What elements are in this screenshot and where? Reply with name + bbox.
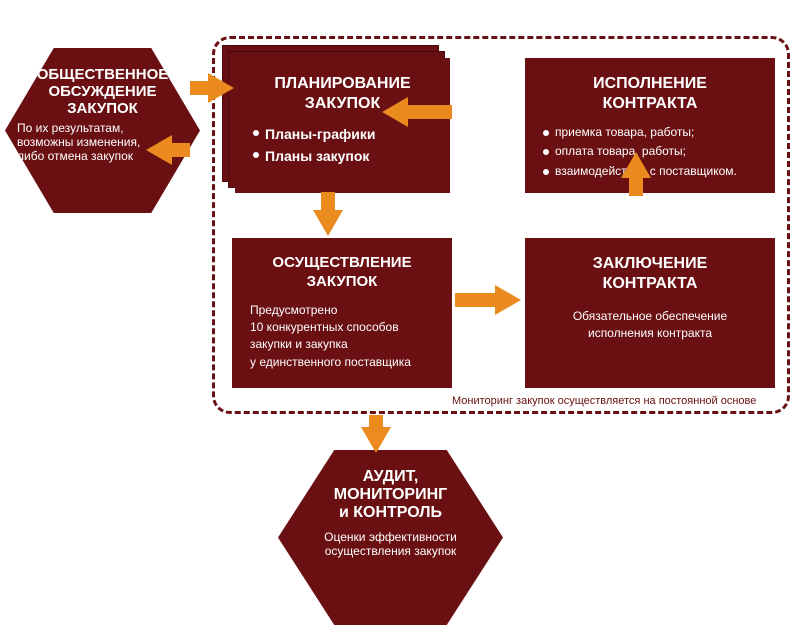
hex-body-line: Оценки эффективности (290, 530, 491, 544)
box-title-line: ПЛАНИРОВАНИЕ (253, 74, 432, 94)
arrow-frame-to-audit (361, 415, 391, 453)
box-body-line: Обязательное обеспечение (543, 308, 757, 325)
bullet-text: приемка товара, работы; (555, 124, 694, 141)
hex-audit-monitoring-control: АУДИТ, МОНИТОРИНГ и КОНТРОЛЬ Оценки эффе… (278, 450, 503, 625)
box-body-line: исполнения контракта (543, 325, 757, 342)
box-title-line: КОНТРАКТА (543, 274, 757, 294)
arrow-exec-to-plan (382, 97, 452, 127)
bullet-dot-icon (253, 152, 259, 158)
hex-body-line: осуществления закупок (290, 544, 491, 558)
bullet-dot-icon (543, 149, 549, 155)
hex-title-line: ОБСУЖДЕНИЕ (17, 83, 188, 100)
bullet-dot-icon (543, 130, 549, 136)
arrow-concl-to-exec (621, 152, 651, 196)
box-body-line: закупки и закупка (250, 336, 434, 353)
bullet-text: Планы закупок (265, 146, 369, 166)
bullet-dot-icon (253, 130, 259, 136)
hex-title-line: МОНИТОРИНГ (290, 486, 491, 504)
hex-public-discussion: ОБЩЕСТВЕННОЕ ОБСУЖДЕНИЕ ЗАКУПОК По их ре… (5, 48, 200, 213)
box-title-line: ЗАКУПОК (250, 273, 434, 292)
box-body-line: у единственного поставщика (250, 354, 434, 371)
hex-title-line: АУДИТ, (290, 468, 491, 486)
box-title-line: ЗАКЛЮЧЕНИЕ (543, 254, 757, 274)
box-body-line: Предусмотрено (250, 302, 434, 319)
box-contract-conclusion: ЗАКЛЮЧЕНИЕ КОНТРАКТА Обязательное обеспе… (525, 238, 775, 388)
bullet-item: Планы-графики (253, 124, 432, 144)
arrow-plan-to-disc-bot (146, 135, 190, 165)
box-bullet-list: Планы-графикиПланы закупок (253, 124, 432, 167)
bullet-item: Планы закупок (253, 146, 432, 166)
bullet-dot-icon (543, 169, 549, 175)
monitoring-note: Мониторинг закупок осуществляется на пос… (452, 395, 756, 407)
hex-title-line: и КОНТРОЛЬ (290, 504, 491, 522)
arrow-impl-to-concl (455, 285, 521, 315)
bullet-item: приемка товара, работы; (543, 124, 757, 141)
bullet-text: Планы-графики (265, 124, 375, 144)
hex-body-line: По их результатам, (17, 121, 188, 135)
box-title-line: КОНТРАКТА (543, 94, 757, 114)
box-body-line: 10 конкурентных способов (250, 319, 434, 336)
hex-title-line: ОБЩЕСТВЕННОЕ (17, 66, 188, 83)
hex-title-line: ЗАКУПОК (17, 100, 188, 117)
arrow-disc-to-plan-top (190, 73, 234, 103)
arrow-plan-to-impl (313, 192, 343, 236)
box-title-line: ИСПОЛНЕНИЕ (543, 74, 757, 94)
box-title-line: ОСУЩЕСТВЛЕНИЕ (250, 254, 434, 273)
box-procurement-implementation: ОСУЩЕСТВЛЕНИЕ ЗАКУПОК Предусмотрено 10 к… (232, 238, 452, 388)
